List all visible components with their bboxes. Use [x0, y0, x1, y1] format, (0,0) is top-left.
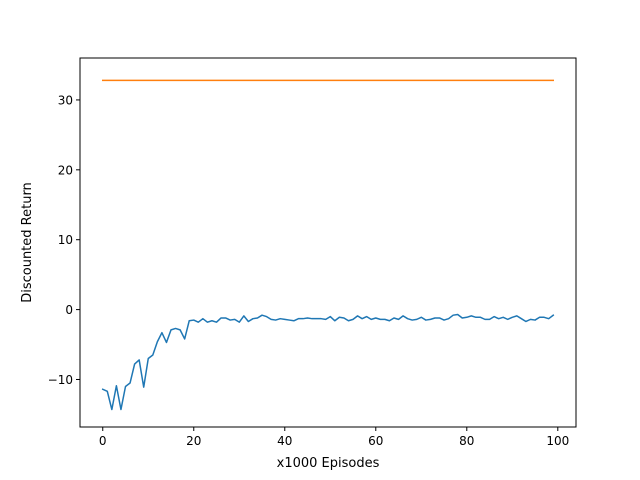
x-tick-label: 80	[459, 434, 474, 448]
x-tick-label: 40	[277, 434, 292, 448]
y-tick-label: −10	[48, 373, 73, 387]
y-axis-label: Discounted Return	[20, 182, 35, 303]
x-tick-label: 20	[186, 434, 201, 448]
y-tick-label: 0	[65, 303, 73, 317]
y-tick-label: 20	[58, 163, 73, 177]
plot-frame	[79, 57, 577, 428]
y-tick-label: 10	[58, 233, 73, 247]
x-tick-label: 100	[546, 434, 569, 448]
x-tick-label: 60	[368, 434, 383, 448]
x-axis-label: x1000 Episodes	[277, 456, 380, 471]
series-line-1	[101, 313, 555, 411]
x-axis-ticks: 0 20 40 60 80 100	[99, 427, 569, 448]
x-tick-label: 0	[99, 434, 107, 448]
y-axis-ticks: −10 0 10 20 30	[48, 93, 80, 387]
y-tick-label: 30	[58, 93, 73, 107]
series-layer	[101, 79, 555, 411]
